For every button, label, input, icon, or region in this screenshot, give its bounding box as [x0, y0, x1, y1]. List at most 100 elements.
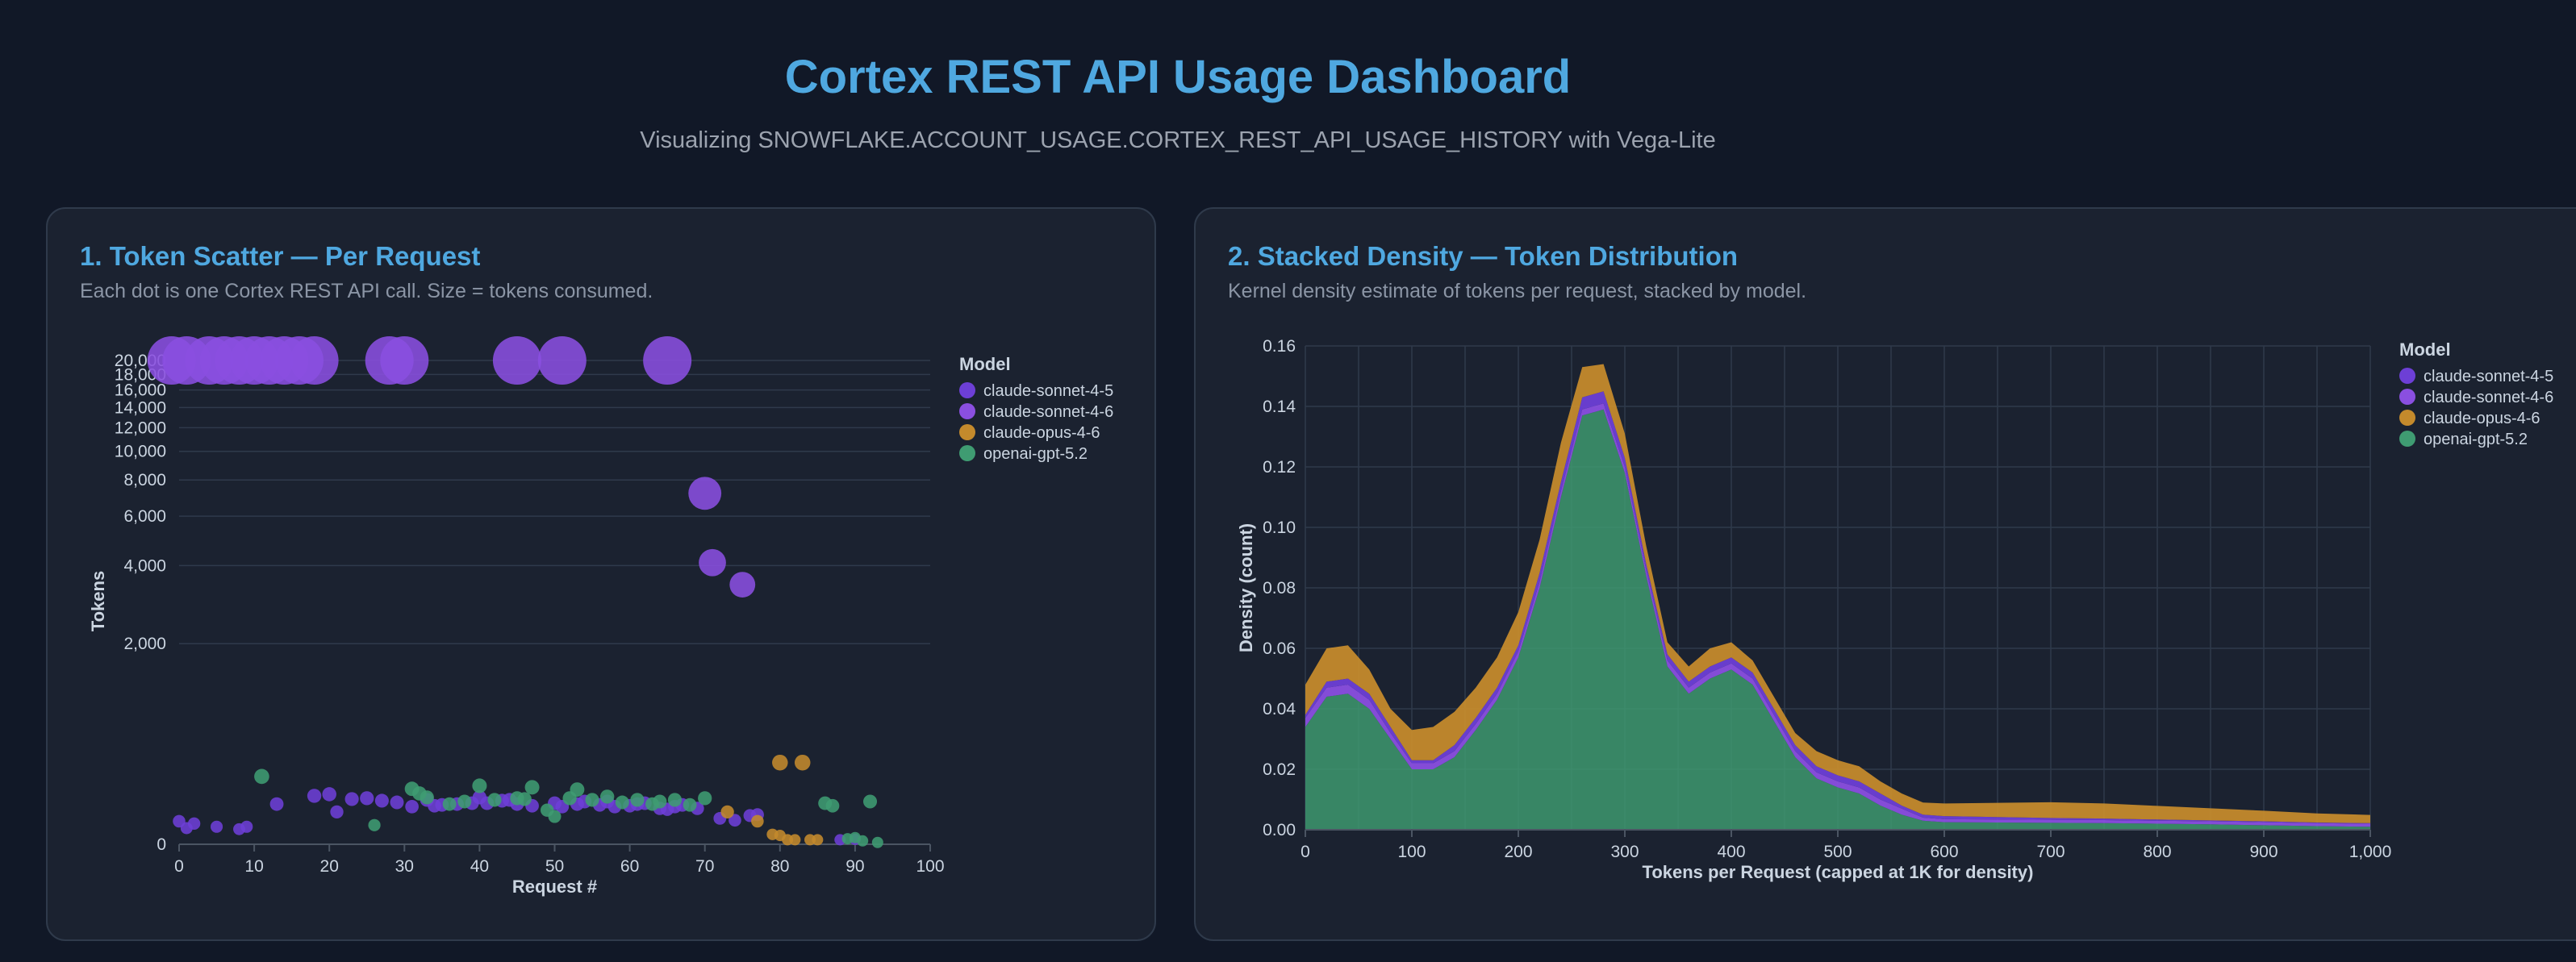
x-tick-label: 800	[2143, 843, 2171, 861]
legend-swatch	[959, 445, 975, 461]
x-tick-label: 10	[244, 857, 263, 876]
x-tick-label: 400	[1717, 843, 1745, 861]
legend-label: claude-sonnet-4-5	[983, 382, 1113, 400]
y-tick-label: 14,000	[115, 398, 166, 417]
token-scatter-chart[interactable]: 02,0004,0006,0008,00010,00012,00014,0001…	[48, 209, 1158, 943]
y-tick-label: 0.02	[1263, 760, 1296, 779]
data-point	[211, 820, 223, 833]
data-point	[374, 793, 389, 808]
data-point	[683, 798, 697, 812]
panel-title: 1. Token Scatter — Per Request	[80, 241, 481, 271]
data-point	[720, 805, 734, 819]
x-axis-title: Request #	[512, 877, 597, 897]
legend-swatch	[2399, 389, 2415, 405]
y-tick-label: 0.06	[1263, 639, 1296, 658]
data-point	[857, 835, 869, 847]
legend-swatch	[959, 424, 975, 440]
panel-description: Kernel density estimate of tokens per re…	[1228, 280, 1807, 302]
legend-label: claude-sonnet-4-6	[2424, 389, 2553, 406]
data-point	[290, 336, 339, 385]
data-point	[688, 477, 722, 510]
x-tick-label: 300	[1610, 843, 1639, 861]
data-point	[862, 794, 878, 809]
data-point	[643, 336, 692, 385]
data-point	[420, 790, 434, 805]
stacked-density-panel: 2. Stacked Density — Token Distribution …	[1194, 207, 2576, 941]
y-tick-label: 0.04	[1263, 700, 1296, 718]
data-point	[812, 834, 824, 846]
x-tick-label: 100	[916, 857, 944, 876]
data-point	[825, 798, 840, 813]
y-tick-label: 16,000	[115, 381, 166, 400]
y-tick-label: 0.16	[1263, 337, 1296, 356]
data-point	[524, 780, 540, 795]
data-point	[360, 791, 374, 806]
data-point	[457, 794, 472, 809]
data-point	[322, 787, 336, 802]
x-tick-label: 100	[1397, 843, 1426, 861]
x-tick-label: 600	[1930, 843, 1958, 861]
y-tick-label: 0.08	[1263, 579, 1296, 598]
data-point	[330, 805, 344, 819]
data-point	[368, 818, 381, 831]
page-subtitle: Visualizing SNOWFLAKE.ACCOUNT_USAGE.CORT…	[640, 127, 1716, 153]
y-tick-label: 4,000	[123, 556, 166, 575]
x-tick-label: 50	[545, 857, 564, 876]
data-point	[729, 814, 741, 827]
y-tick-label: 0.10	[1263, 518, 1296, 537]
data-point	[405, 799, 419, 814]
y-tick-label: 8,000	[123, 471, 166, 489]
data-point	[794, 754, 811, 771]
data-point	[667, 793, 683, 807]
data-point	[789, 834, 801, 846]
data-point	[772, 754, 788, 771]
data-point	[537, 336, 587, 385]
x-tick-label: 900	[2249, 843, 2277, 861]
legend-label: openai-gpt-5.2	[983, 445, 1088, 463]
x-tick-label: 40	[470, 857, 489, 876]
legend-title: Model	[2399, 339, 2451, 360]
data-point	[630, 793, 645, 807]
data-point	[653, 794, 667, 809]
data-point	[390, 795, 404, 810]
y-tick-label: 2,000	[123, 635, 166, 653]
legend-swatch	[2399, 368, 2415, 384]
data-point	[871, 836, 883, 848]
token-scatter-panel: 1. Token Scatter — Per Request Each dot …	[46, 207, 1156, 941]
x-axis-title: Tokens per Request (capped at 1K for den…	[1643, 862, 2034, 882]
page-title: Cortex REST API Usage Dashboard	[784, 51, 1572, 103]
legend-label: openai-gpt-5.2	[2424, 431, 2528, 448]
y-tick-label: 0	[157, 835, 166, 854]
x-tick-label: 1,000	[2349, 843, 2392, 861]
legend-label: claude-opus-4-6	[983, 424, 1100, 442]
data-point	[472, 778, 487, 793]
y-tick-label: 0.00	[1263, 821, 1296, 839]
stacked-density-chart[interactable]: 0.00 0.02 0.04 0.06 0.08 0.10 0.12 0.14 0.16 0 100…	[1196, 209, 2576, 943]
y-tick-label: 0.12	[1263, 458, 1296, 477]
legend-label: claude-sonnet-4-6	[983, 403, 1113, 421]
data-point	[269, 797, 284, 811]
legend-swatch	[959, 403, 975, 419]
data-point	[570, 782, 585, 798]
data-point	[615, 795, 629, 810]
legend-label: claude-sonnet-4-5	[2424, 368, 2553, 385]
x-tick-label: 80	[770, 857, 789, 876]
legend-swatch	[959, 382, 975, 398]
x-tick-label: 30	[395, 857, 414, 876]
x-tick-label: 500	[1823, 843, 1852, 861]
panel-description: Each dot is one Cortex REST API call. Si…	[80, 280, 653, 302]
legend-swatch	[2399, 431, 2415, 447]
x-tick-label: 60	[620, 857, 639, 876]
data-point	[548, 810, 562, 823]
x-tick-label: 20	[320, 857, 339, 876]
data-point	[487, 793, 502, 807]
data-point	[442, 797, 457, 811]
data-point	[751, 814, 764, 828]
x-tick-label: 200	[1504, 843, 1532, 861]
data-point	[699, 548, 726, 577]
x-tick-label: 90	[845, 857, 864, 876]
data-point	[698, 791, 712, 806]
data-point	[254, 768, 269, 785]
y-tick-label: 12,000	[115, 419, 166, 437]
data-point	[240, 820, 253, 833]
